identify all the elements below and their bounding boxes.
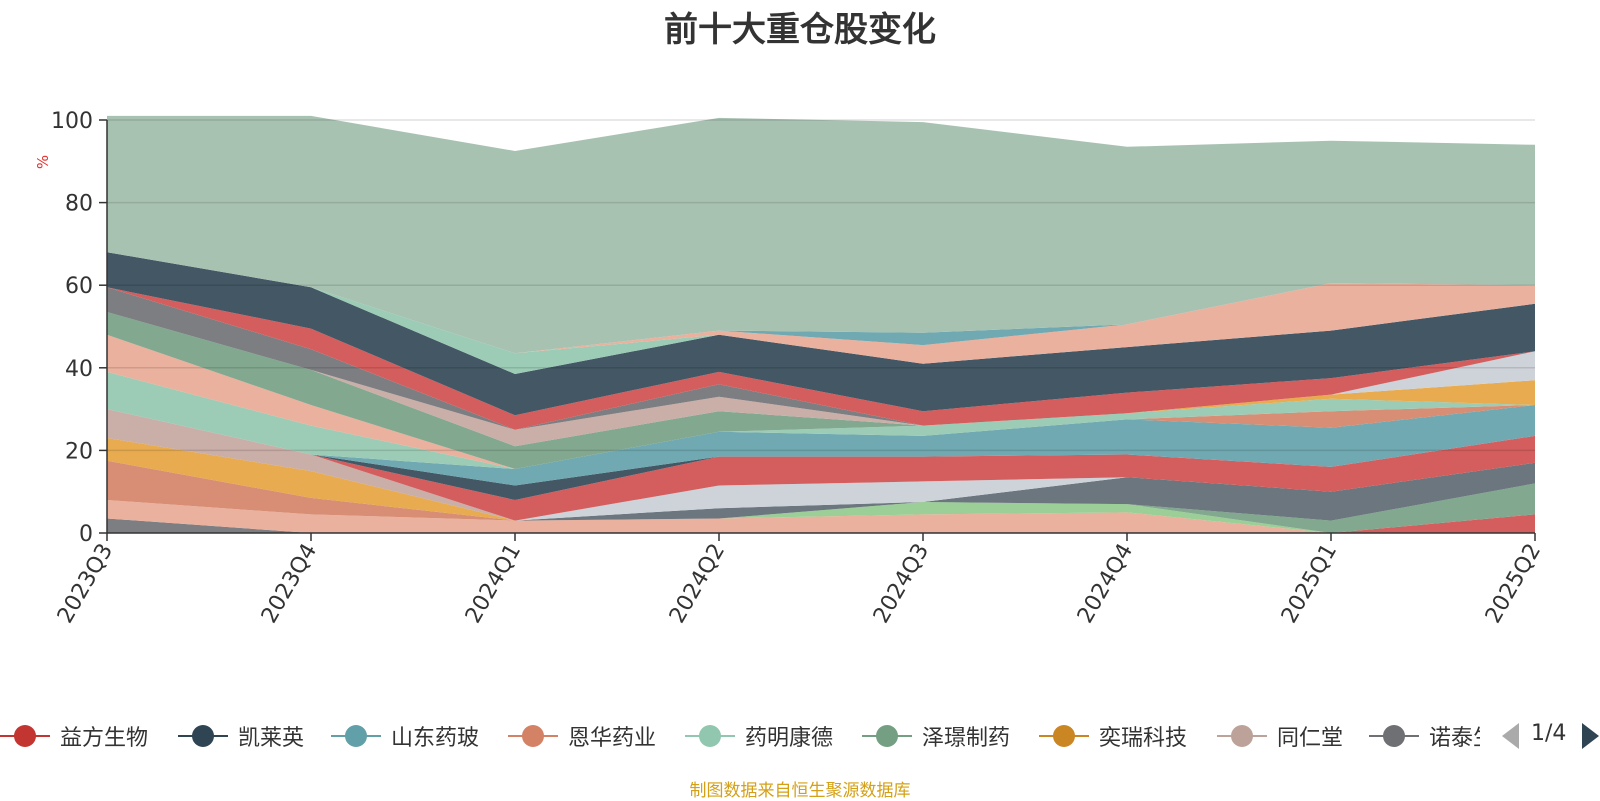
area-layers	[107, 115, 1535, 533]
area-layer-24	[107, 252, 1535, 374]
stacked-area-chart: 0 20 40 60 80 100 2023Q3 2023Q4 2024Q1 2024Q2 2024…	[34, 109, 1546, 628]
legend-item[interactable]: 凯莱英	[178, 716, 304, 756]
x-tick-label: 2025Q1	[1277, 540, 1342, 628]
x-tick-label: 2025Q2	[1481, 540, 1546, 628]
area-layer-7	[107, 409, 1535, 533]
legend-label: 山东药玻	[391, 726, 480, 751]
area-layer-1	[107, 500, 1535, 533]
y-axis-unit-label: %	[34, 155, 52, 169]
legend-item[interactable]: 泽璟制药	[862, 716, 1010, 756]
area-layer-13	[107, 405, 1535, 469]
legend-marker-icon	[0, 724, 50, 748]
legend-marker-icon	[1039, 724, 1089, 748]
area-layer-4	[107, 438, 1535, 533]
area-layer-0	[107, 518, 1535, 533]
legend-marker-icon	[178, 724, 228, 748]
legend-label: 泽璟制药	[922, 726, 1011, 751]
y-tick-label: 0	[79, 522, 93, 547]
x-tick-label: 2024Q4	[1073, 540, 1138, 628]
legend-next-page-icon[interactable]	[1582, 723, 1599, 749]
legend-marker-icon	[1369, 724, 1419, 748]
legend-prev-page-icon[interactable]	[1502, 723, 1519, 749]
legend-label: 凯莱英	[238, 726, 305, 751]
x-tick-label: 2024Q3	[869, 540, 934, 628]
legend-item[interactable]: 同仁堂	[1217, 716, 1343, 756]
legend-label: 药明康德	[745, 726, 834, 751]
legend: 益方生物 凯莱英 山东药玻 恩华药业 药明康德 泽璟制药 奕瑞科技 同仁堂 诺泰生物 1/4	[0, 716, 1600, 756]
area-layer-8	[107, 409, 1535, 521]
legend-item[interactable]: 山东药玻	[331, 716, 479, 756]
x-tick-label: 2024Q1	[461, 540, 526, 628]
grid-lines	[107, 119, 1535, 452]
area-layer-9	[107, 409, 1535, 521]
legend-item[interactable]: 药明康德	[685, 716, 833, 756]
legend-item[interactable]: 恩华药业	[508, 716, 656, 756]
legend-item[interactable]: 益方生物	[0, 716, 148, 756]
legend-label: 奕瑞科技	[1099, 726, 1188, 751]
legend-label: 同仁堂	[1277, 726, 1344, 751]
x-tick-label: 2023Q4	[257, 540, 322, 628]
area-layer-17	[107, 312, 1535, 469]
legend-item[interactable]: 诺泰生物	[1369, 716, 1480, 756]
area-layer-10	[107, 409, 1535, 521]
y-tick-label: 60	[65, 274, 93, 299]
legend-item[interactable]: 奕瑞科技	[1039, 716, 1187, 756]
legend-marker-icon	[508, 724, 558, 748]
legend-pager: 1/4	[1500, 716, 1600, 756]
x-tick-label: 2024Q2	[665, 540, 730, 628]
area-layer-22	[107, 287, 1535, 430]
y-tick-label: 100	[51, 109, 93, 134]
legend-label: 恩华药业	[568, 726, 657, 751]
y-tick-label: 20	[65, 439, 93, 464]
legend-marker-icon	[331, 724, 381, 748]
legend-label: 诺泰生物	[1429, 726, 1480, 751]
source-note: 制图数据来自恒生聚源数据库	[689, 781, 911, 801]
legend-items: 益方生物 凯莱英 山东药玻 恩华药业 药明康德 泽璟制药 奕瑞科技 同仁堂 诺泰生物	[0, 716, 1480, 756]
legend-page-indicator: 1/4	[1531, 721, 1567, 746]
area-layer-23	[107, 252, 1535, 416]
x-tick-label: 2023Q3	[53, 540, 118, 628]
legend-marker-icon	[1217, 724, 1267, 748]
area-layer-25	[107, 252, 1535, 364]
legend-marker-icon	[685, 724, 735, 748]
y-tick-label: 40	[65, 357, 93, 382]
area-layer-3	[107, 460, 1535, 533]
area-layer-27	[107, 115, 1535, 354]
legend-marker-icon	[862, 724, 912, 748]
chart-title: 前十大重仓股变化	[664, 10, 936, 50]
area-layer-26	[107, 252, 1535, 354]
y-tick-label: 80	[65, 192, 93, 217]
legend-label: 益方生物	[60, 726, 149, 751]
